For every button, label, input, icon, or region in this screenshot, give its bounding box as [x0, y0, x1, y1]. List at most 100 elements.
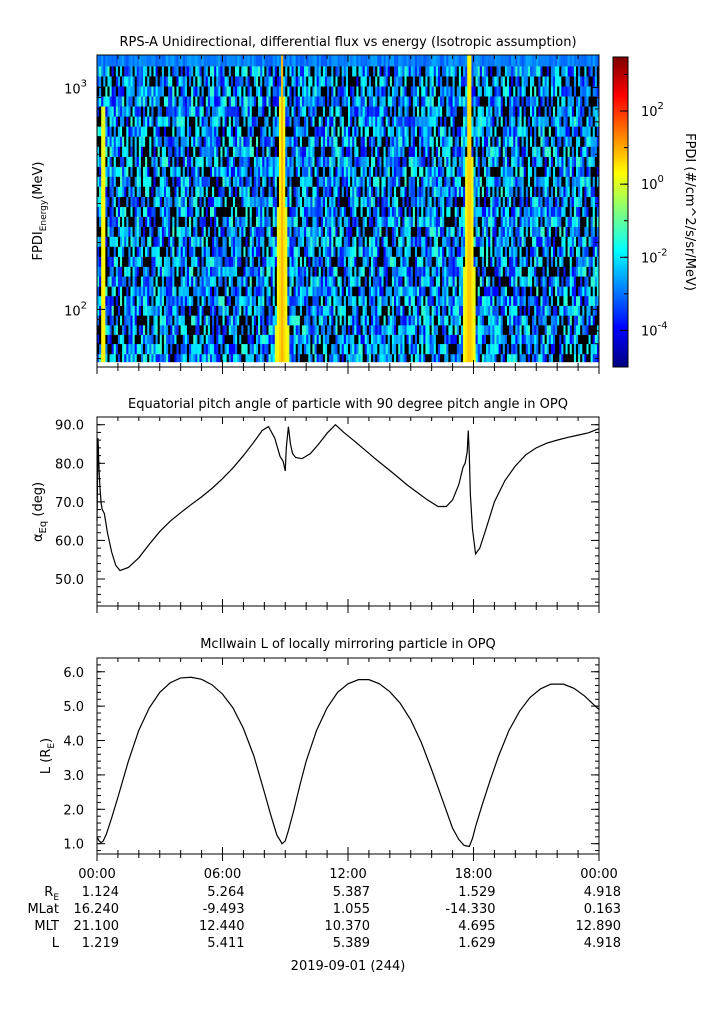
- spectrogram-cell: [218, 176, 221, 187]
- spectrogram-cell: [333, 266, 336, 277]
- spectrogram-cell: [186, 196, 190, 208]
- spectrogram-cell: [312, 236, 315, 247]
- spectrogram-cell: [463, 286, 466, 297]
- spectrogram-cell: [241, 196, 244, 208]
- spectrogram-cell: [101, 286, 104, 297]
- spectrogram-cell: [299, 196, 303, 208]
- spectrogram-cell: [427, 353, 430, 363]
- spectrogram-cell: [496, 276, 499, 287]
- spectrogram-cell: [523, 196, 527, 208]
- spectrogram-cell: [471, 256, 474, 267]
- spectrogram-cell: [207, 246, 211, 257]
- spectrogram-cell: [138, 266, 142, 277]
- spectrogram-cell: [226, 334, 230, 345]
- spectrogram-cell: [132, 305, 135, 316]
- spectrogram-cell: [226, 226, 230, 237]
- spectrogram-cell: [268, 315, 271, 326]
- spectrogram-cell: [147, 196, 150, 208]
- spectrogram-cell: [212, 236, 215, 247]
- spectrogram-cell: [214, 315, 217, 326]
- spectrogram-cell: [450, 343, 453, 355]
- spectrogram-cell: [471, 226, 474, 237]
- spectrogram-cell: [586, 315, 589, 326]
- spectrogram-cell: [467, 246, 470, 257]
- spectrogram-cell: [310, 266, 313, 277]
- spectrogram-cell: [220, 266, 223, 277]
- spectrogram-cell: [155, 343, 158, 355]
- spectrogram-cell: [132, 286, 135, 297]
- spectrogram-cell: [550, 353, 554, 363]
- spectrogram-cell: [324, 266, 328, 277]
- spectrogram-cell: [515, 276, 518, 287]
- spectrogram-cell: [176, 295, 179, 306]
- spectrogram-cell: [406, 353, 409, 363]
- spectrogram-cell: [327, 295, 330, 306]
- spectrogram-cell: [569, 305, 573, 316]
- spectrogram-cell: [226, 246, 230, 257]
- spectrogram-cell: [220, 276, 223, 287]
- spectrogram-cell: [414, 295, 418, 306]
- spectrogram-cell: [243, 246, 246, 257]
- spectrogram-cell: [159, 246, 163, 257]
- spectrogram-cell: [417, 156, 420, 167]
- spectrogram-cell: [561, 226, 564, 237]
- spectrogram-cell: [327, 206, 330, 217]
- spectrogram-cell: [498, 176, 501, 187]
- spectrogram-cell: [218, 156, 221, 167]
- spectrogram-cell: [573, 256, 577, 267]
- spectrogram-cell: [523, 353, 527, 363]
- spectrogram-cell: [341, 156, 345, 167]
- spectrogram-cell: [159, 166, 163, 177]
- spectrogram-cell: [201, 176, 204, 187]
- spectrogram-cell: [389, 196, 393, 208]
- spectrogram-cell: [521, 286, 524, 297]
- spectrogram-cell: [592, 206, 596, 217]
- spectrogram-cell: [513, 334, 516, 345]
- spectrogram-cell: [195, 246, 198, 257]
- spectrogram-cell: [555, 325, 558, 335]
- spectrogram-cell: [230, 236, 234, 247]
- spectrogram-cell: [414, 186, 418, 197]
- spectrogram-cell: [189, 305, 192, 316]
- spectrogram-cell: [333, 186, 336, 197]
- spectrogram-cell: [368, 295, 372, 306]
- spectrogram-cell: [511, 186, 514, 197]
- spectrogram-cell: [124, 343, 127, 355]
- spectrogram-cell: [268, 325, 271, 335]
- spectrogram-cell: [575, 256, 579, 267]
- spectrogram-cell: [161, 186, 165, 197]
- spectrogram-cell: [163, 276, 167, 287]
- spectrogram-cell: [101, 196, 104, 208]
- spectrogram-cell: [274, 325, 278, 335]
- spectrogram-cell: [327, 276, 330, 287]
- spectrogram-cell: [490, 295, 493, 306]
- spectrogram-cell: [488, 256, 491, 267]
- spectrogram-cell: [379, 226, 382, 237]
- spectrogram-cell: [186, 295, 190, 306]
- spectrogram-cell: [536, 343, 539, 355]
- spectrogram-cell: [433, 334, 437, 345]
- spectrogram-cell: [517, 353, 520, 363]
- spectrogram-cell: [222, 196, 225, 208]
- spectrogram-cell: [511, 206, 514, 217]
- spectrogram-cell: [450, 353, 453, 363]
- spectrogram-cell: [406, 236, 409, 247]
- spectrogram-cell: [569, 276, 573, 287]
- spectrogram-cell: [496, 236, 499, 247]
- spectrogram-cell: [555, 176, 558, 187]
- spectrogram-cell: [176, 236, 179, 247]
- spectrogram-cell: [509, 295, 512, 306]
- spectrogram-cell: [228, 206, 232, 217]
- spectrogram-cell: [115, 236, 119, 247]
- spectrogram-cell: [383, 256, 386, 267]
- spectrogram-cell: [310, 216, 313, 227]
- spectrogram-cell: [143, 256, 146, 267]
- spectrogram-cell: [232, 196, 236, 208]
- spectrogram-cell: [174, 256, 177, 267]
- spectrogram-cell: [348, 286, 351, 297]
- spectrogram-cell: [174, 276, 177, 287]
- spectrogram-cell: [285, 176, 288, 187]
- spectrogram-cell: [385, 343, 389, 355]
- spectrogram-cell: [195, 295, 198, 306]
- spectrogram-cell: [502, 276, 506, 287]
